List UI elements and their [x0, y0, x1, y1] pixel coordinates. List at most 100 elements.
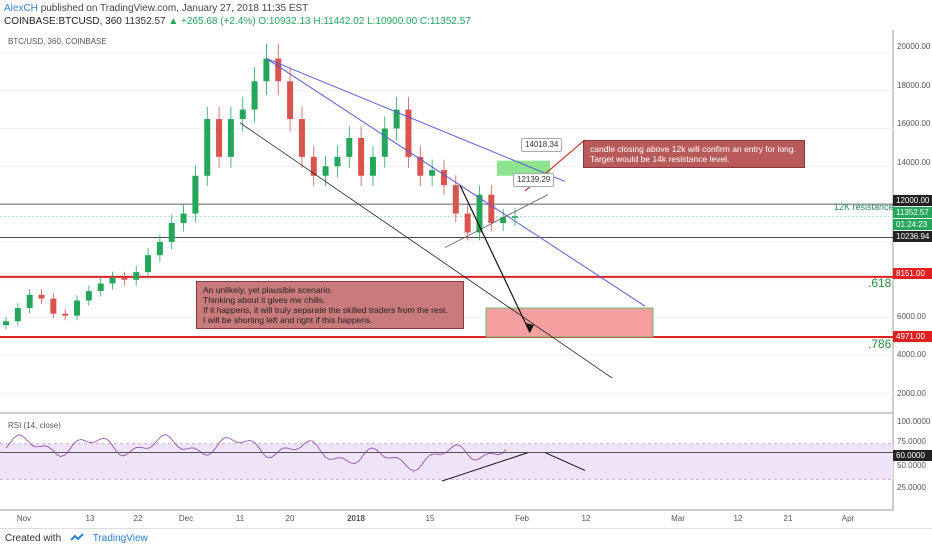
candle-body	[133, 272, 140, 280]
price-tick: 18000.00	[897, 81, 931, 90]
candle-body	[216, 119, 223, 157]
rsi-band	[0, 443, 893, 480]
rsi-tick: 75.0000	[897, 437, 926, 446]
created-with-text: Created with	[5, 533, 62, 544]
fib-786-label: .786	[868, 337, 892, 351]
tag-12139[interactable]: 12139.29	[513, 173, 555, 187]
projection-arrow-icon	[526, 323, 534, 333]
price-tick: 20000.00	[897, 42, 931, 51]
candle-body	[168, 223, 175, 242]
chart-header: AlexCH published on TradingView.com, Jan…	[0, 0, 932, 30]
candle-body	[476, 194, 483, 233]
price-tick: 14000.00	[897, 158, 931, 167]
candle-body	[358, 137, 365, 176]
candle-body	[287, 81, 294, 120]
candle-body	[452, 185, 459, 214]
target-zone	[485, 307, 654, 338]
time-tick: 11	[235, 514, 245, 523]
rsi-tick: 50.0000	[897, 461, 926, 470]
candle-body	[298, 119, 305, 157]
price-change: +265.68 (+2.4%)	[181, 16, 256, 27]
label-8151: 8151.00	[893, 268, 932, 279]
tradingview-logo-icon	[70, 533, 84, 542]
candle-body	[322, 166, 329, 176]
price-tick: 6000.00	[897, 312, 926, 321]
candle-body	[381, 128, 388, 157]
candle-body	[263, 58, 270, 82]
projection-line	[459, 184, 531, 333]
time-tick: 20	[285, 514, 295, 523]
plot-background	[0, 30, 893, 510]
candle-body	[180, 213, 187, 223]
rsi-projection-line	[544, 452, 586, 471]
up-arrow-icon: ▲	[168, 16, 179, 27]
candle-body	[405, 109, 412, 157]
channel-line	[239, 122, 613, 379]
publish-line: AlexCH published on TradingView.com, Jan…	[4, 2, 928, 15]
support-line	[444, 194, 549, 248]
candle-body	[192, 175, 199, 214]
candle-body	[38, 294, 45, 299]
time-tick: 12	[581, 514, 591, 523]
rsi-tick: 100.0000	[897, 417, 931, 426]
resistance-label: 12K resistance	[834, 202, 894, 212]
last-price: 11352.57	[124, 16, 166, 27]
rsi-60-label: 60.0000	[893, 450, 932, 461]
fib-618-label: .618	[868, 276, 892, 290]
lower-trend-line	[266, 58, 646, 307]
author-link[interactable]: AlexCH	[4, 3, 38, 14]
short-note[interactable]: An unlikely, yet plausible scenario. Thi…	[196, 281, 464, 329]
candle-body	[97, 283, 104, 292]
rsi-divergence-line	[441, 452, 529, 482]
footer: Created with TradingView	[0, 528, 932, 550]
candle-body	[464, 213, 471, 233]
time-tick: 15	[425, 514, 435, 523]
publish-info: published on TradingView.com, January 27…	[40, 3, 309, 14]
candle-body	[440, 170, 447, 186]
label-12000: 12000.00	[893, 195, 932, 206]
candle-body	[227, 119, 234, 157]
rsi-panel-title: RSI (14, close)	[8, 421, 61, 430]
candle-body	[500, 217, 507, 223]
candle-body	[393, 109, 400, 129]
candle-body	[310, 156, 317, 176]
candle-body	[334, 156, 341, 167]
price-tick: 2000.00	[897, 389, 926, 398]
candle-body	[121, 277, 128, 280]
time-tick: Nov	[16, 514, 32, 523]
candle-body	[109, 277, 116, 284]
candle-body	[74, 300, 81, 316]
upper-trend-line	[266, 58, 566, 182]
candle-body	[204, 119, 211, 176]
candle-body	[369, 156, 376, 176]
time-tick: Mar	[671, 514, 685, 523]
candle-body	[251, 81, 258, 110]
time-tick: 2018	[347, 514, 365, 523]
candle-body	[512, 216, 518, 218]
label-last: 11352.57	[893, 207, 932, 218]
tradingview-brand[interactable]: TradingView	[92, 533, 148, 544]
candle-body	[417, 156, 424, 176]
label-10236: 10236.94	[893, 231, 932, 242]
price-tick: 16000.00	[897, 119, 931, 128]
time-tick: 21	[783, 514, 793, 523]
candle-body	[275, 58, 282, 82]
tag-14018[interactable]: 14018.34	[521, 138, 563, 152]
time-tick: 13	[85, 514, 95, 523]
time-tick: 12	[733, 514, 743, 523]
candle-body	[62, 313, 69, 316]
candle-body	[429, 170, 436, 176]
time-tick: Dec	[178, 514, 194, 523]
long-note[interactable]: candle closing above 12k will confirm an…	[583, 140, 805, 168]
price-tick: 4000.00	[897, 350, 926, 359]
candle-body	[346, 137, 353, 157]
time-tick: Feb	[515, 514, 529, 523]
symbol-label: COINBASE:BTCUSD, 360	[4, 16, 122, 27]
quote-line: COINBASE:BTCUSD, 360 11352.57 ▲ +265.68 …	[4, 15, 928, 28]
candle-body	[26, 294, 33, 309]
candle-body	[488, 194, 495, 223]
chart-canvas[interactable]	[0, 30, 932, 528]
candle-body	[3, 321, 9, 326]
ohlc-values: O:10932.13 H:11442.02 L:10900.00 C:11352…	[258, 16, 471, 27]
